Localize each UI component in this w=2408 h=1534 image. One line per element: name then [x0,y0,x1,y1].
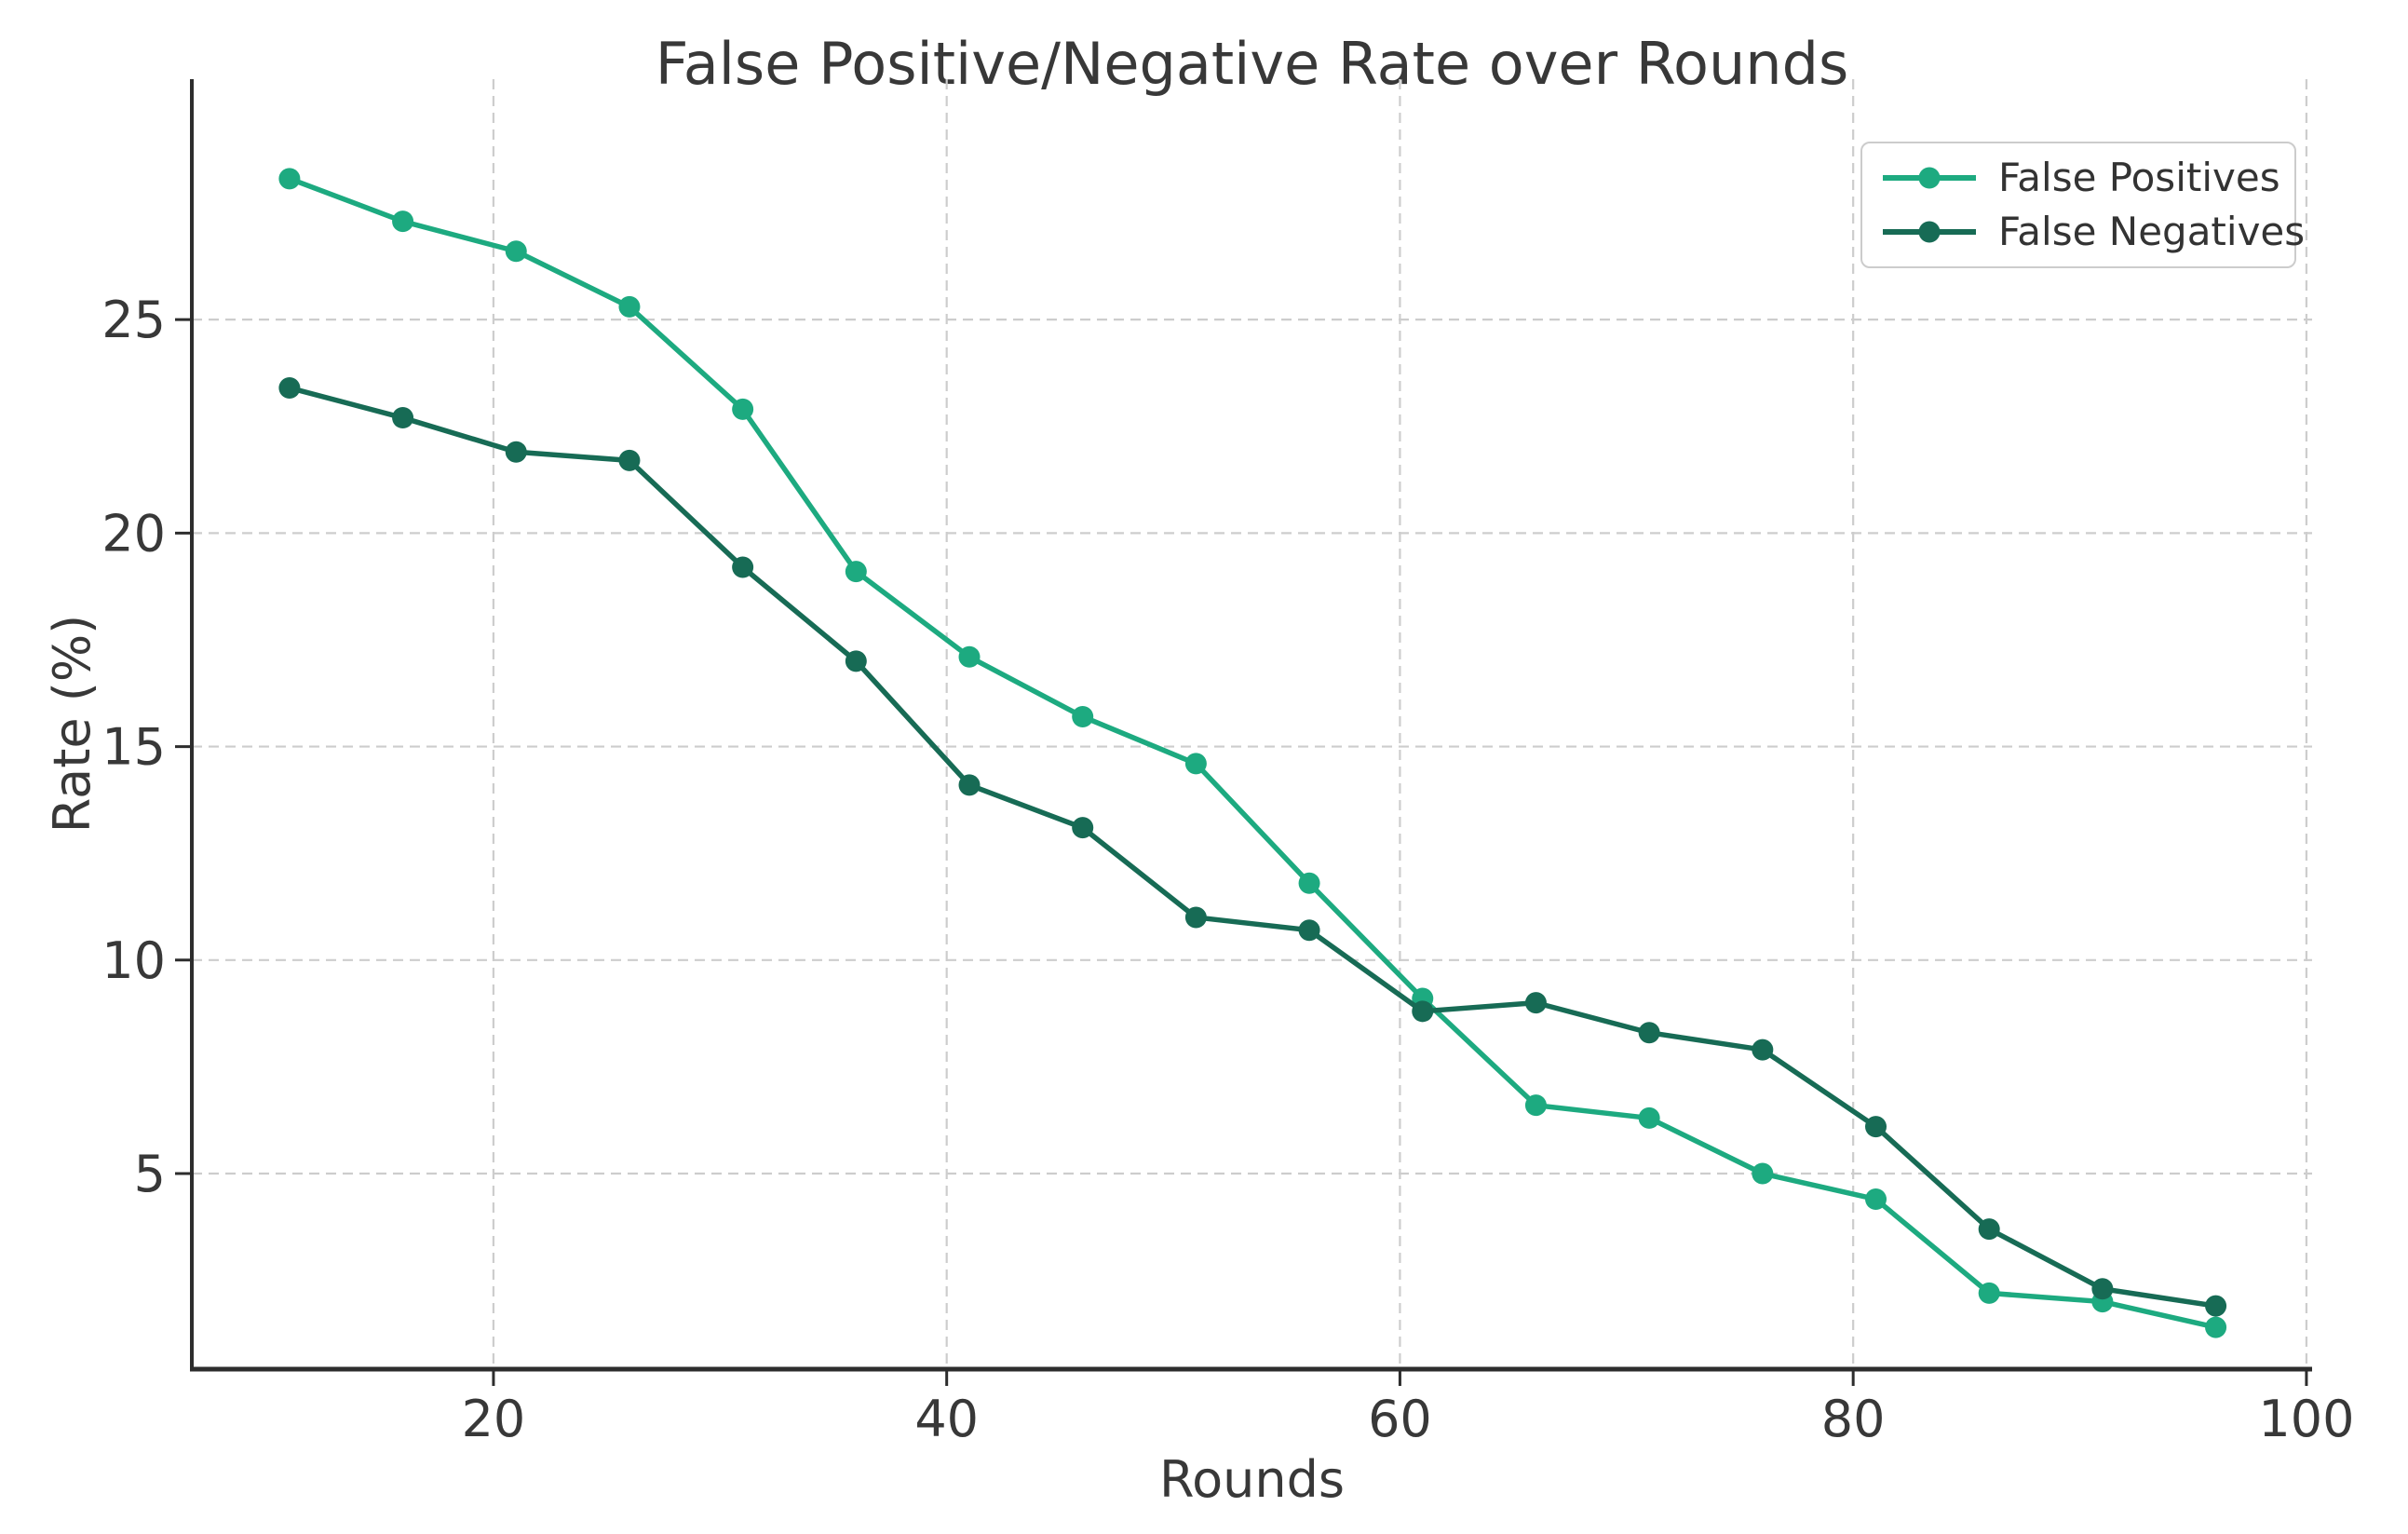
series-line-false-negatives [287,385,2219,1309]
x-tick-label-60: 60 [1368,1390,1432,1448]
y-tick-label-15: 15 [101,718,166,777]
data-point-false-negatives-61 [1412,1000,1434,1023]
data-point-false-positives-76 [1752,1162,1774,1185]
data-point-false-positives-71 [1638,1106,1660,1129]
legend-label-false-negatives: False Negatives [1998,208,2306,254]
data-point-false-negatives-31 [732,556,754,578]
y-tick-label-20: 20 [101,504,166,563]
data-point-false-negatives-51 [1184,906,1207,929]
data-point-false-negatives-96 [2205,1295,2227,1317]
x-tick-label-20: 20 [462,1390,526,1448]
data-point-false-positives-21 [505,240,527,263]
data-point-false-negatives-71 [1638,1022,1660,1044]
y-tick-label-25: 25 [101,291,166,349]
data-point-false-negatives-11 [278,376,301,399]
data-point-false-positives-26 [618,295,641,318]
data-point-false-negatives-26 [618,449,641,471]
data-point-false-positives-66 [1524,1094,1547,1117]
data-point-false-positives-81 [1865,1188,1887,1211]
false-positives-marker-dot-icon [1918,167,1941,189]
data-point-false-positives-41 [958,645,981,668]
data-point-false-positives-16 [392,210,414,233]
false-positives-line-marker-icon [1883,167,1976,189]
x-tick-label-80: 80 [1821,1390,1886,1448]
false-negatives-marker-dot-icon [1918,221,1941,243]
chart-title: False Positive/Negative Rate over Rounds [655,30,1849,98]
data-point-false-negatives-21 [505,441,527,463]
y-axis-label: Rate (%) [43,614,101,834]
data-point-false-negatives-56 [1298,919,1320,942]
data-point-false-negatives-41 [958,774,981,796]
data-point-false-negatives-81 [1865,1116,1887,1138]
data-point-false-positives-36 [845,561,867,583]
data-point-false-negatives-86 [1978,1218,2000,1241]
legend-label-false-positives: False Positives [1998,155,2280,201]
false-negatives-line-marker-icon [1883,221,1976,243]
data-point-false-negatives-76 [1752,1039,1774,1061]
data-point-false-negatives-66 [1524,992,1547,1014]
data-point-false-positives-46 [1072,705,1094,727]
legend: False Positives False Negatives [1860,142,2305,268]
data-point-false-positives-56 [1298,872,1320,894]
data-point-false-negatives-36 [845,650,867,672]
series-line-false-positives [287,176,2219,1330]
data-point-false-positives-86 [1978,1282,2000,1304]
data-point-false-negatives-91 [2091,1278,2114,1300]
x-tick-label-100: 100 [2258,1390,2354,1448]
data-point-false-positives-96 [2205,1316,2227,1338]
legend-item-false-positives: False Positives [1883,156,2285,200]
legend-item-false-negatives: False Negatives [1883,209,2305,254]
data-point-false-positives-51 [1184,753,1207,775]
x-axis-label: Rounds [1159,1450,1345,1509]
data-point-false-negatives-16 [392,407,414,429]
y-tick-label-10: 10 [101,931,166,990]
data-point-false-positives-31 [732,398,754,420]
y-tick-label-5: 5 [134,1145,166,1203]
x-tick-label-40: 40 [914,1390,979,1448]
data-point-false-negatives-46 [1072,817,1094,839]
data-point-false-positives-11 [278,168,301,190]
